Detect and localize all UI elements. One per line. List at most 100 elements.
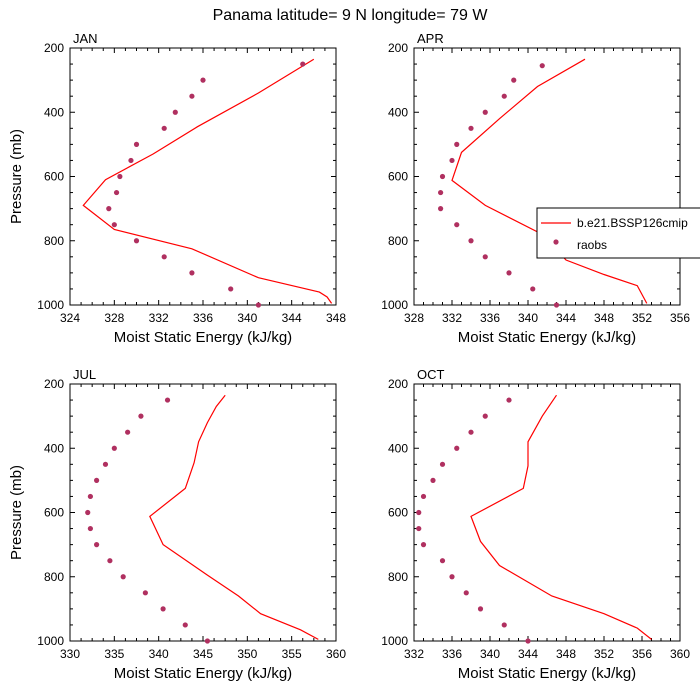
- x-tick-label: 348: [326, 311, 346, 325]
- raobs-point: [113, 189, 120, 196]
- raobs-point: [454, 445, 460, 451]
- y-tick-label: 800: [44, 234, 64, 248]
- raobs-point: [128, 157, 134, 164]
- panel-label: JAN: [73, 31, 98, 46]
- y-tick-label: 600: [44, 506, 64, 520]
- model-line: [149, 394, 319, 640]
- x-tick-label: 356: [670, 311, 690, 325]
- y-tick-label: 1000: [37, 634, 64, 648]
- plot-frame: [413, 383, 681, 642]
- y-axis-label: Pressure (mb): [8, 465, 25, 560]
- raobs-point: [133, 141, 140, 147]
- raobs-point: [416, 525, 422, 532]
- x-tick-label: 332: [442, 311, 462, 325]
- raobs-point: [482, 413, 488, 419]
- raobs-point: [87, 493, 93, 500]
- y-tick-label: 400: [44, 441, 64, 455]
- panels: 324 328 332 336 340 344 348 200 400 600 800 1000 JAN…: [8, 31, 700, 682]
- x-axis-label: Moist Static Energy (kJ/kg): [114, 665, 292, 682]
- legend-label: raobs: [577, 238, 607, 252]
- raobs-point: [420, 493, 427, 500]
- raobs-point: [172, 109, 178, 115]
- raobs-point: [430, 477, 436, 483]
- panel-jul: 330 335 340 345 350 355 360 200 400 600 800 1000 JUL…: [8, 367, 346, 682]
- raobs-point: [189, 270, 195, 276]
- raobs-point: [438, 189, 444, 196]
- raobs-point: [506, 397, 512, 403]
- raobs-point: [204, 638, 211, 644]
- raobs-point: [161, 125, 167, 131]
- raobs-point: [506, 270, 512, 276]
- y-tick-label: 400: [388, 441, 408, 455]
- raobs-point: [102, 461, 109, 467]
- raobs-point: [449, 574, 455, 580]
- raobs-point: [454, 141, 460, 147]
- legend: b.e21.BSSP126cmip raobs: [536, 207, 700, 259]
- x-axis-label: Moist Static Energy (kJ/kg): [458, 329, 636, 346]
- raobs-point: [468, 238, 474, 244]
- raobs-point: [511, 77, 517, 83]
- raobs-point: [111, 222, 117, 228]
- x-tick-label: 336: [480, 311, 500, 325]
- raobs-point: [439, 461, 446, 467]
- x-tick-label: 344: [282, 311, 302, 325]
- model-line: [451, 58, 648, 304]
- raobs-point: [120, 574, 126, 580]
- figure-title: Panama latitude= 9 N longitude= 79 W: [213, 7, 489, 24]
- y-tick-label: 600: [388, 506, 408, 520]
- x-tick-label: 348: [556, 647, 576, 661]
- y-tick-label: 600: [44, 170, 64, 184]
- x-tick-label: 352: [594, 647, 614, 661]
- raobs-point: [501, 622, 507, 628]
- raobs-point: [300, 61, 306, 67]
- raobs-point: [106, 206, 112, 212]
- raobs-point: [138, 413, 144, 419]
- raobs-point: [449, 157, 455, 164]
- y-tick-label: 200: [44, 41, 64, 55]
- raobs-point: [539, 63, 545, 69]
- legend-box: [536, 207, 700, 259]
- raobs-point: [94, 542, 100, 548]
- raobs-point: [463, 590, 469, 596]
- x-tick-label: 345: [193, 647, 213, 661]
- raobs-point: [125, 429, 131, 435]
- x-tick-label: 332: [404, 647, 424, 661]
- raobs-point: [530, 286, 536, 292]
- x-tick-label: 336: [442, 647, 462, 661]
- raobs-point: [161, 254, 167, 260]
- legend-marker-swatch: [553, 239, 559, 245]
- raobs-point: [164, 397, 171, 403]
- x-tick-label: 335: [104, 647, 124, 661]
- x-tick-label: 348: [594, 311, 614, 325]
- x-tick-label: 328: [404, 311, 424, 325]
- x-tick-label: 360: [670, 647, 690, 661]
- model-line: [82, 58, 333, 304]
- y-tick-label: 800: [44, 570, 64, 584]
- x-tick-label: 340: [149, 647, 169, 661]
- y-tick-label: 1000: [381, 298, 408, 312]
- raobs-point: [228, 286, 234, 292]
- panel-label: APR: [417, 31, 444, 46]
- x-axis-label: Moist Static Energy (kJ/kg): [458, 665, 636, 682]
- raobs-point: [553, 302, 560, 308]
- x-tick-label: 360: [326, 647, 346, 661]
- x-tick-label: 340: [237, 311, 257, 325]
- plot-frame: [69, 47, 337, 306]
- raobs-point: [438, 206, 444, 212]
- y-tick-label: 800: [388, 570, 408, 584]
- x-tick-label: 340: [480, 647, 500, 661]
- raobs-point: [477, 606, 484, 612]
- x-tick-label: 332: [149, 311, 169, 325]
- panel-jan: 324 328 332 336 340 344 348 200 400 600 800 1000 JAN…: [8, 31, 346, 346]
- y-tick-label: 200: [388, 377, 408, 391]
- x-tick-label: 344: [518, 647, 538, 661]
- y-tick-label: 600: [388, 170, 408, 184]
- raobs-point: [454, 222, 460, 228]
- x-tick-label: 352: [632, 311, 652, 325]
- raobs-point: [87, 525, 93, 532]
- x-tick-label: 328: [104, 311, 124, 325]
- y-tick-label: 200: [44, 377, 64, 391]
- plot-frame: [69, 383, 337, 642]
- y-tick-label: 800: [388, 234, 408, 248]
- x-axis-label: Moist Static Energy (kJ/kg): [114, 329, 292, 346]
